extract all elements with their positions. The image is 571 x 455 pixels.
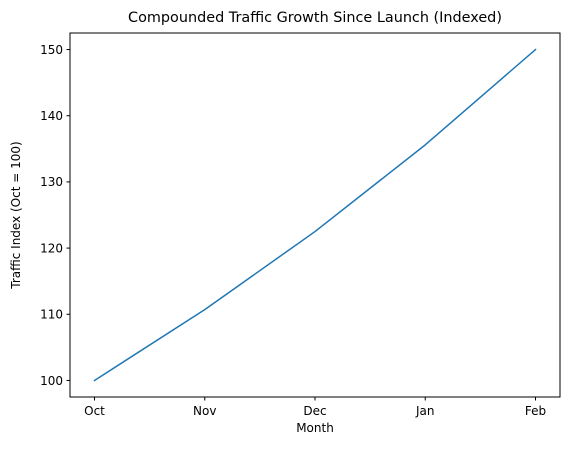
y-axis-label: Traffic Index (Oct = 100) [9, 141, 23, 289]
y-tick-label: 130 [40, 175, 63, 189]
series-layer [93, 48, 537, 382]
x-tick-label: Feb [525, 404, 546, 418]
plot-area: 100 110 120 130 140 150 Oct Nov Dec Jan Feb [40, 32, 561, 418]
y-tick-label: 100 [40, 374, 63, 388]
plot-frame [69, 32, 561, 398]
x-tick-label: Oct [84, 404, 105, 418]
y-tick-label: 150 [40, 43, 63, 57]
y-tick-label: 120 [40, 241, 63, 255]
x-axis: Oct Nov Dec Jan Feb [84, 397, 546, 418]
x-tick-label: Nov [193, 404, 216, 418]
y-tick-label: 140 [40, 109, 63, 123]
x-tick-label: Jan [415, 404, 435, 418]
x-tick-label: Dec [303, 404, 326, 418]
y-tick-label: 110 [40, 308, 63, 322]
x-axis-label: Month [296, 421, 334, 435]
chart-title: Compounded Traffic Growth Since Launch (… [128, 10, 502, 26]
y-axis: 100 110 120 130 140 150 [40, 43, 70, 388]
series-line-0 [93, 48, 537, 382]
